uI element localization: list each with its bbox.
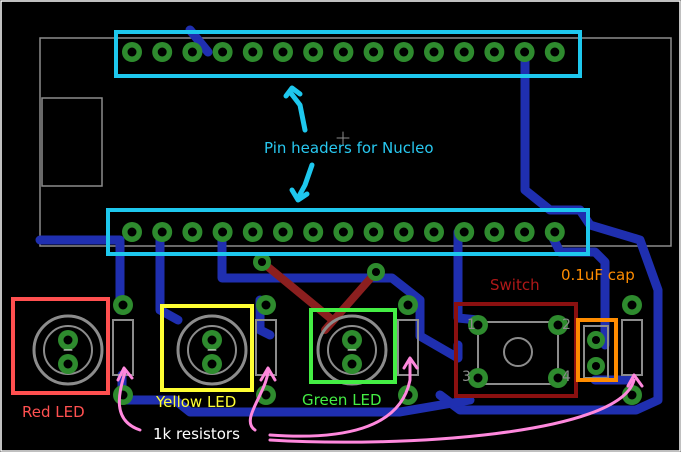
yellow-led-box [160,304,254,392]
green-led-pad-a-hole [347,335,357,345]
header-top-box [114,30,582,78]
header-bottom-box [106,208,590,256]
switch-pin-3-hole [473,373,483,383]
trace-green-led [217,227,463,363]
resistor-yellow-pad-bottom-hole [261,390,271,400]
header-bottom-pin-hole [338,227,348,237]
origin-crosshair [336,131,350,145]
header-top-pin-hole [550,47,560,57]
trace-switch [453,227,483,325]
switch-pin-1-hole [473,320,483,330]
cap-pad-1-hole [591,335,601,345]
header-top-pin-hole [429,47,439,57]
header-bottom-pin-hole [429,227,439,237]
header-top-pin-hole [338,47,348,57]
resistor-red-pad-top-hole [118,300,128,310]
resistor-yellow-pad-top-hole [261,300,271,310]
trace-right-loop [435,47,663,415]
green-led-label: Green LED [302,391,382,409]
green-led-pad-k-hole [347,359,357,369]
header-bottom-pin-hole [520,227,530,237]
cap-label: 0.1uF cap [561,266,635,284]
header-bottom-pin-hole [278,227,288,237]
yellow-led-pad-k-hole [207,359,217,369]
yellow-led-outline [176,314,248,386]
resistor-pointer-1 [117,370,142,432]
header-top-pin-hole [157,47,167,57]
header-bottom-pin-hole [489,227,499,237]
cap-box [576,318,618,382]
header-top-pin-hole [369,47,379,57]
header-top-pin-hole [187,47,197,57]
switch-label: Switch [490,276,540,294]
arrow-up-shaft [287,89,308,133]
resistors-label: 1k resistors [153,425,240,443]
red-led-pad-k-hole [63,359,73,369]
trace-red-led [35,235,125,315]
resistor-pointer-3 [268,358,412,438]
red-led-pad-a-hole [63,335,73,345]
header-top-pin-hole [399,47,409,57]
header-bottom-pin-hole [157,227,167,237]
pin-headers-label: Pin headers for Nucleo [264,139,434,157]
header-top-pin-hole [218,47,228,57]
header-top-pin-hole [489,47,499,57]
header-top-pin-hole [308,47,318,57]
arrow-down-head [289,187,310,203]
red-led-box [11,297,110,395]
resistor-arrowhead-4 [626,373,644,388]
switch-pin-2-hole [553,320,563,330]
header-top-pin-hole [459,47,469,57]
header-bottom-pin-hole [459,227,469,237]
header-top-pin-hole [127,47,137,57]
trace-cap [545,227,610,350]
nucleo-silkscreen [39,37,672,247]
header-top-pin-hole [520,47,530,57]
header-top-pin-hole [278,47,288,57]
red-led-outline [32,314,104,386]
red-led-label: Red LED [22,403,85,421]
resistor-arrowhead-2 [259,366,277,382]
usb-silkscreen [41,97,103,187]
header-bottom-pin-hole [369,227,379,237]
yellow-led-label: Yellow LED [156,393,237,411]
switch-pin-2-label: 2 [562,317,571,333]
resistor-cap-pad-bottom-hole [627,390,637,400]
header-bottom-pin-hole [127,227,137,237]
switch-pin-4-label: 4 [562,369,571,385]
header-bottom-pin-hole [308,227,318,237]
resistor-red-body [112,319,134,376]
resistor-cap-body [621,319,643,376]
green-led-box [309,308,397,384]
resistor-arrowhead-3 [402,356,419,370]
resistor-pointer-4 [268,378,636,444]
header-bottom-pin-hole [248,227,258,237]
arrow-down-shaft [295,162,315,201]
resistor-green-body [397,319,419,376]
resistor-arrowhead-1 [116,366,134,382]
switch-plunger [503,337,533,367]
arrow-up-head [283,85,303,99]
via-hole [371,267,381,277]
switch-pin-1-label: 1 [467,317,476,333]
header-top-pin-hole [248,47,258,57]
via-hole [257,257,267,267]
header-bottom-pin-hole [187,227,197,237]
switch-pin-4-hole [553,373,563,383]
switch-body [477,321,559,385]
header-bottom-pin-hole [218,227,228,237]
resistor-cap-pad-top-hole [627,300,637,310]
cap-pad-2-hole [591,361,601,371]
resistor-green-pad-top-hole [403,300,413,310]
switch-pin-3-label: 3 [462,369,471,385]
header-bottom-pin-hole [399,227,409,237]
resistor-pointer-2 [248,370,270,432]
header-bottom-pin-hole [550,227,560,237]
yellow-led-pad-a-hole [207,335,217,345]
